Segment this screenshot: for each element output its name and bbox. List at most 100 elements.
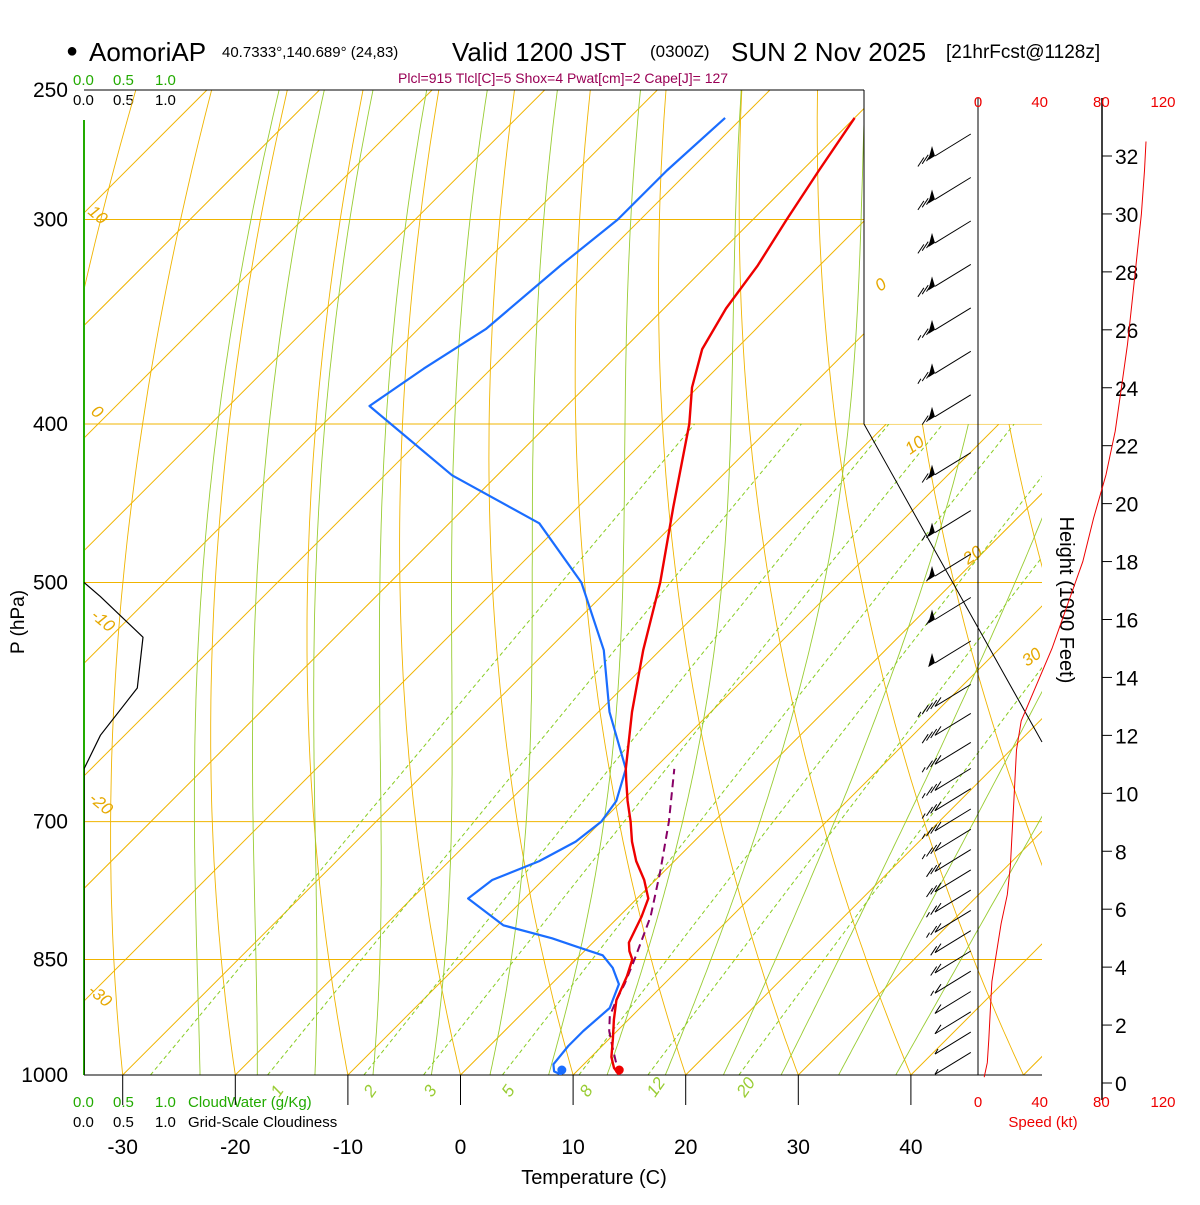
mixing-ratio-label: 2 [359, 1081, 381, 1101]
wind-barb [935, 1012, 971, 1034]
pressure-tick-label: 850 [33, 949, 68, 972]
height-tick-label: 26 [1115, 320, 1138, 343]
wind-barb-shaft [935, 641, 971, 663]
cloudwater-scale-top-2: 1.0 [155, 72, 176, 89]
wind-barb [927, 910, 971, 937]
dry-adiabat-line [489, 61, 583, 1110]
y-axis-title: P (hPa) [8, 590, 29, 654]
height-tick-label: 0 [1115, 1073, 1127, 1096]
dry-adiabat-line [1192, 61, 1200, 1110]
dry-adiabat-line [111, 61, 220, 1110]
isotherm-label: 30 [1018, 644, 1045, 671]
height-tick-label: 10 [1115, 783, 1138, 806]
mixing-ratio-label: 8 [576, 1081, 597, 1100]
wind-barb-shaft [935, 742, 971, 764]
mixing-ratio-line [502, 424, 1014, 1075]
wind-barb-pennant [928, 610, 935, 624]
cloudiness-scale-bottom-1: 0.5 [113, 1114, 134, 1131]
pressure-tick-label: 1000 [21, 1064, 68, 1087]
moist-adiabat-line [313, 90, 373, 1110]
temperature-tick-label: 0 [455, 1136, 467, 1159]
x-axis-title: Temperature (C) [521, 1167, 667, 1189]
surface-temperature-dot [615, 1066, 624, 1075]
height-tick-label: 22 [1115, 436, 1138, 459]
mixing-ratio-line [424, 424, 943, 1075]
wind-barb [928, 641, 971, 667]
mixing-ratio-line [739, 424, 1200, 1075]
cloudiness-scale-bottom-0: 0.0 [73, 1114, 94, 1131]
height-tick-label: 14 [1115, 667, 1139, 690]
wind-barb-half-flag [927, 912, 930, 917]
wind-barb-shaft [935, 453, 971, 475]
height-tick-label: 8 [1115, 841, 1127, 864]
wind-barb-half-flag [922, 793, 925, 798]
height-tick-label: 16 [1115, 610, 1138, 633]
cloudwater-scale-top-0: 0.0 [73, 72, 94, 89]
moist-adiabat-line [194, 90, 279, 1110]
pressure-tick-label: 300 [33, 209, 68, 232]
sounding-parameters: Plcl=915 Tlcl[C]=5 Shox=4 Pwat[cm]=2 Cap… [398, 70, 728, 86]
wind-barb-half-flag [922, 767, 925, 772]
wind-barb-shaft [935, 910, 971, 932]
wind-barb-shaft [935, 951, 971, 973]
pressure-tick-label: 700 [33, 811, 68, 834]
speed-tick-label-top: 120 [1150, 94, 1175, 111]
height-tick-label: 6 [1115, 899, 1127, 922]
speed-tick-label-bottom: 80 [1093, 1094, 1110, 1111]
pressure-tick-label: 250 [33, 79, 68, 102]
dewpoint-line [370, 118, 726, 1075]
wind-barb [935, 992, 971, 1014]
plot-frame [84, 80, 1065, 1075]
mixing-ratio-label: 12 [643, 1073, 670, 1100]
cloudiness-scale-top-0: 0.0 [73, 92, 94, 109]
wind-barb-shaft [935, 850, 971, 872]
moist-adiabat-line [370, 90, 427, 1110]
wind-barb-shaft [935, 1032, 971, 1054]
cloudwater-label: CloudWater (g/Kg) [188, 1094, 312, 1111]
wind-barb [931, 971, 971, 996]
wind-barb-half-flag [931, 991, 934, 996]
dry-adiabat-line [307, 61, 369, 1110]
isotherm-label: 20 [959, 542, 987, 569]
valid-time: Valid 1200 JST [452, 37, 627, 67]
wind-barb [927, 850, 971, 877]
pressure-tick-label: 400 [33, 413, 68, 436]
station-coords: 40.7333°,140.689° (24,83) [222, 44, 398, 61]
height-tick-label: 12 [1115, 725, 1138, 748]
cloudwater-scale-top-1: 0.5 [113, 72, 134, 89]
dry-adiabat-label: -20 [85, 789, 116, 820]
wind-barb-shaft [935, 829, 971, 851]
wind-barb-shaft [935, 1052, 971, 1074]
speed-tick-label-bottom: 120 [1150, 1094, 1175, 1111]
speed-tick-label-top: 80 [1093, 94, 1110, 111]
mixing-ratio-line [579, 424, 1083, 1075]
height-tick-label: 4 [1115, 957, 1127, 980]
speed-axis-title: Speed (kt) [1008, 1114, 1077, 1131]
speed-tick-label-top: 0 [974, 94, 982, 111]
dry-adiabat-label: -30 [84, 981, 115, 1012]
valid-utc: (0300Z) [650, 42, 710, 61]
height-tick-label: 30 [1115, 204, 1138, 227]
moist-adiabat-line [253, 90, 325, 1110]
forecast-info: [21hrFcst@1128z] [946, 42, 1100, 63]
station-bullet: ● [66, 40, 78, 62]
cloudwater-scale-bottom-1: 0.5 [113, 1094, 134, 1111]
wind-barb [935, 1052, 971, 1074]
temperature-tick-label: 20 [674, 1136, 697, 1159]
speed-tick-label-bottom: 0 [974, 1094, 982, 1111]
wind-barb-half-flag [922, 854, 925, 859]
sounding-profiles [84, 118, 855, 1075]
upper-right-mask [865, 80, 1065, 424]
wind-barb [922, 713, 971, 743]
cloudiness-scale-bottom-2: 1.0 [155, 1114, 176, 1131]
wind-barb [922, 769, 971, 799]
dry-adiabat-line [6, 61, 144, 1110]
dry-adiabat-line [211, 61, 294, 1110]
temperature-tick-label: -30 [108, 1136, 138, 1159]
speed-tick-label-bottom: 40 [1031, 1094, 1048, 1111]
temperature-tick-label: -20 [220, 1136, 250, 1159]
height-tick-label: 24 [1115, 378, 1139, 401]
wind-barb [931, 931, 971, 956]
wind-barb-shaft [935, 713, 971, 735]
